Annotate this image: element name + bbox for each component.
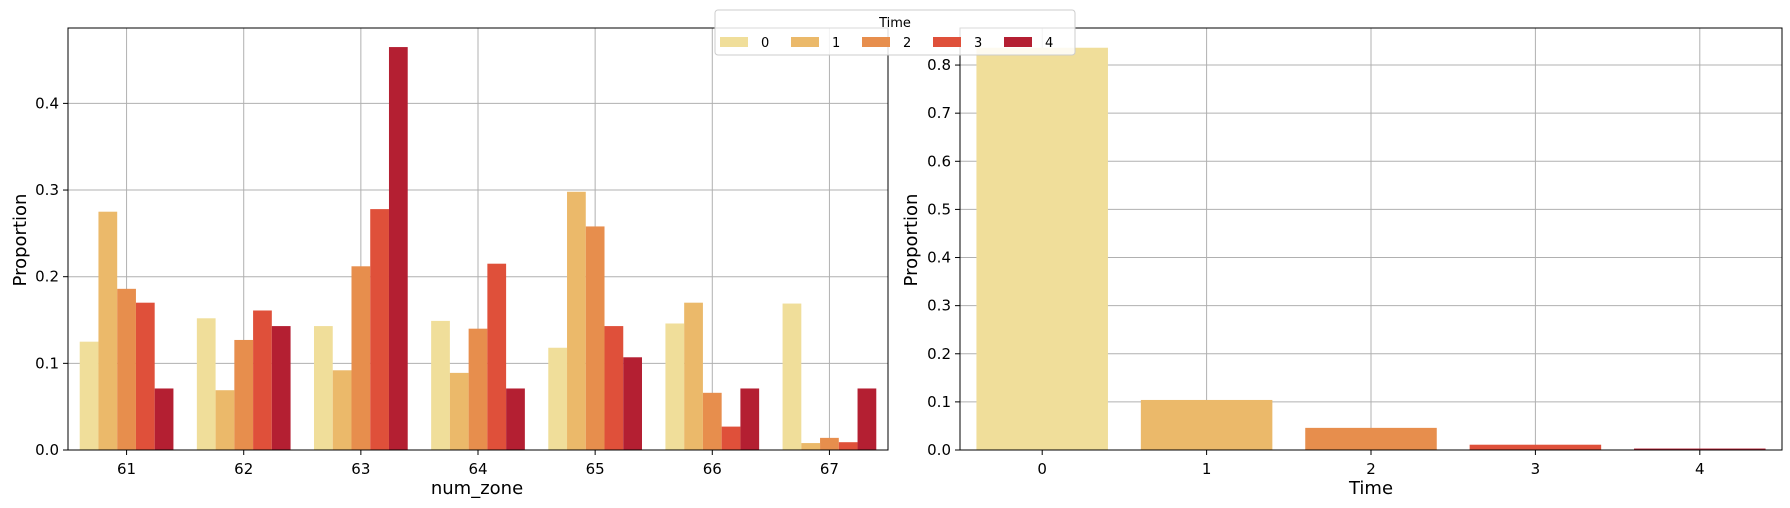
bar-zone-63-time-1 [332,370,352,450]
right-y-tick-label: 0.5 [927,200,951,218]
left-x-tick-label: 63 [351,460,370,478]
legend-swatch-2 [862,37,890,47]
right-y-tick-label: 0.4 [927,249,951,267]
bar-zone-66-time-4 [740,388,760,450]
legend-label-4: 4 [1045,36,1053,51]
left-plot-frame [67,27,889,451]
left-bars [79,47,877,451]
right-bars [976,47,1766,451]
right-plot-frame [959,27,1783,451]
legend-label-2: 2 [903,36,911,51]
bar-zone-65-time-4 [623,357,642,450]
right-y-tick-label: 0.2 [927,345,951,363]
left-x-tick-label: 62 [234,460,253,478]
bar-zone-63-time-0 [314,326,333,450]
legend-title: Time [878,16,911,31]
legend-swatch-1 [791,37,819,47]
bar-zone-62-time-1 [215,390,235,450]
bar-time-4 [1634,448,1766,450]
legend-swatch-4 [1004,37,1032,47]
bar-zone-67-time-2 [820,437,839,450]
bar-zone-66-time-1 [684,302,703,450]
bar-zone-67-time-3 [838,442,858,450]
left-y-tick-label: 0.2 [35,268,59,286]
right-y-tick-label: 0.1 [927,393,951,411]
legend-label-1: 1 [832,36,840,51]
left-y-axis-title: Proportion [10,194,31,287]
right-x-tick-label: 1 [1202,460,1212,478]
left-chart-zone-proportions: num_zone Proportion 0.0 0.1 0.2 0.3 0.4 61 62 6… [10,27,889,499]
bar-zone-61-time-4 [154,388,174,450]
legend: Time 0 1 2 3 4 [714,9,1076,56]
bar-zone-61-time-3 [135,302,155,450]
left-x-tick-label: 61 [117,460,136,478]
legend-swatch-0 [720,37,748,47]
bar-zone-63-time-4 [388,47,408,450]
bar-zone-64-time-0 [431,320,450,450]
left-x-tick-label: 66 [703,460,722,478]
right-x-tick-label: 4 [1695,460,1705,478]
left-x-tick-label: 64 [468,460,487,478]
left-y-tick-label: 0.3 [35,181,59,199]
right-y-tick-label: 0.6 [927,152,951,170]
left-x-tick-label: 67 [820,460,839,478]
bar-zone-66-time-2 [702,392,722,450]
bar-zone-62-time-0 [196,318,216,450]
bar-zone-65-time-0 [548,347,568,450]
bar-zone-67-time-1 [801,443,821,450]
right-chart-time-proportions: Time Proportion 0.0 0.1 0.2 0.3 0.4 0.5 0.6 0.7… [901,27,1783,499]
legend-swatch-3 [933,37,961,47]
bar-zone-65-time-2 [585,226,605,450]
bar-zone-65-time-1 [567,191,586,451]
bar-zone-64-time-1 [449,372,469,450]
bar-time-1 [1140,399,1273,450]
right-y-axis-title: Proportion [901,194,922,287]
left-y-tick-label: 0.0 [35,441,59,459]
bar-zone-66-time-3 [721,426,741,450]
right-y-tick-label: 0.8 [927,56,951,74]
legend-label-3: 3 [974,36,982,51]
bar-zone-63-time-2 [351,266,371,450]
bar-zone-61-time-0 [79,341,99,450]
right-x-tick-label: 3 [1531,460,1541,478]
bar-zone-62-time-4 [271,326,291,450]
bar-zone-61-time-1 [98,211,118,450]
right-x-axis-title: Time [1348,478,1393,499]
bar-zone-64-time-4 [506,388,525,450]
bar-zone-64-time-3 [487,263,507,450]
bar-zone-65-time-3 [604,326,624,450]
bar-time-0 [976,47,1108,451]
left-y-tick-label: 0.1 [35,354,59,372]
left-x-tick-label: 65 [586,460,605,478]
bar-time-3 [1469,444,1602,450]
right-y-tick-label: 0.7 [927,104,951,122]
bar-zone-67-time-0 [782,303,802,450]
right-x-tick-label: 0 [1037,460,1047,478]
legend-label-0: 0 [761,36,769,51]
bar-zone-62-time-2 [234,339,254,450]
bar-time-2 [1305,427,1437,450]
right-y-tick-label: 0.3 [927,297,951,315]
right-x-tick-label: 2 [1366,460,1376,478]
left-x-axis-title: num_zone [431,478,523,499]
bar-zone-62-time-3 [253,310,272,450]
bar-zone-61-time-2 [117,288,136,450]
right-y-tick-label: 0.0 [927,441,951,459]
left-y-tick-label: 0.4 [35,94,59,112]
bar-zone-63-time-3 [370,209,389,450]
bar-zone-66-time-0 [665,323,685,450]
bar-zone-67-time-4 [857,388,877,450]
bar-zone-64-time-2 [468,328,488,450]
